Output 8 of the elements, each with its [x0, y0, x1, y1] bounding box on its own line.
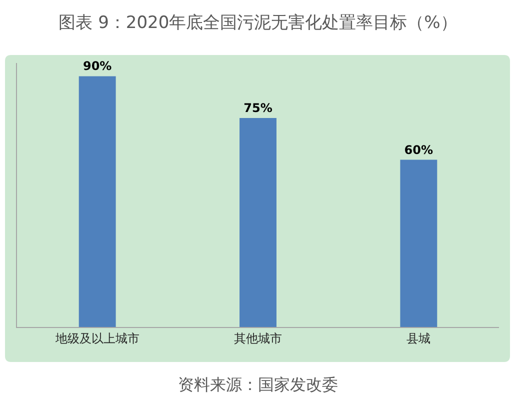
text: 资料来源：国家发改委 — [178, 375, 338, 394]
data-label: 75% — [244, 101, 272, 115]
data-label: 60% — [404, 142, 434, 157]
chart-title: 图表 9：2020年底全国污泥无害化处置率目标（%） — [58, 12, 458, 33]
data-label: 90% — [82, 59, 112, 74]
x-tick-label: 其他城市 — [234, 331, 282, 346]
x-tick-label: 县城 — [406, 331, 431, 346]
x-tick-label: 地级及以上城市 — [54, 331, 140, 346]
